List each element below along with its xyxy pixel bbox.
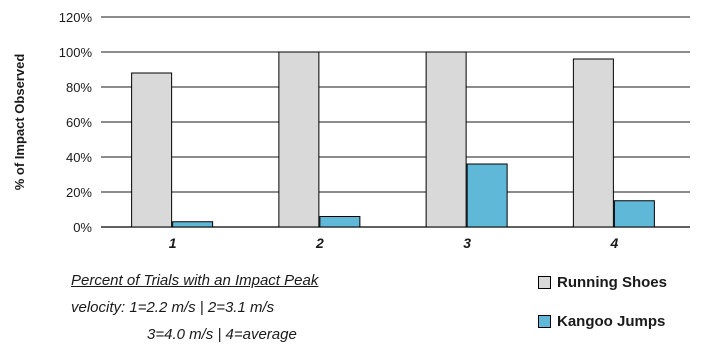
bar-kangoo-jumps bbox=[613, 200, 655, 228]
y-tick-label: 40% bbox=[66, 150, 92, 165]
x-category-label: 4 bbox=[609, 235, 618, 251]
bar-chart: 0% 20% 40% 60% 80% 100% 120% 1 2 3 4 % of Impact … bbox=[12, 10, 690, 251]
legend-swatch-running-shoes bbox=[538, 276, 551, 289]
x-category-label: 2 bbox=[315, 235, 324, 251]
y-tick-label: 100% bbox=[59, 45, 93, 60]
bar-running-shoes bbox=[425, 51, 467, 228]
footnote-velocity-line-2: 3=4.0 m/s | 4=average bbox=[147, 326, 297, 343]
y-tick-label: 20% bbox=[66, 185, 92, 200]
y-tick-label: 60% bbox=[66, 115, 92, 130]
bar-kangoo-jumps bbox=[319, 216, 361, 228]
x-axis-categories: 1 2 3 4 bbox=[169, 235, 619, 251]
x-category-label: 1 bbox=[169, 235, 177, 251]
y-tick-label: 80% bbox=[66, 80, 92, 95]
footnote-title: Percent of Trials with an Impact Peak bbox=[71, 272, 319, 289]
y-axis-label: % of Impact Observed bbox=[12, 54, 27, 191]
bar-kangoo-jumps bbox=[172, 221, 214, 228]
bar-running-shoes bbox=[278, 51, 320, 228]
legend-item-running-shoes: Running Shoes bbox=[538, 274, 667, 291]
bar-running-shoes bbox=[572, 58, 614, 228]
y-axis-ticks: 0% 20% 40% 60% 80% 100% 120% bbox=[59, 10, 93, 235]
y-tick-label: 0% bbox=[73, 220, 92, 235]
legend-swatch-kangoo-jumps bbox=[538, 315, 551, 328]
legend-label-kangoo-jumps: Kangoo Jumps bbox=[557, 313, 666, 330]
bar-kangoo-jumps bbox=[466, 163, 508, 228]
y-tick-label: 120% bbox=[59, 10, 93, 25]
legend-item-kangoo-jumps: Kangoo Jumps bbox=[538, 313, 665, 330]
bars bbox=[131, 51, 655, 228]
bar-running-shoes bbox=[131, 72, 173, 228]
footnote-velocity-line-1: velocity: 1=2.2 m/s | 2=3.1 m/s bbox=[71, 299, 275, 316]
legend-label-running-shoes: Running Shoes bbox=[557, 274, 667, 291]
gridlines bbox=[101, 16, 690, 228]
x-category-label: 3 bbox=[463, 235, 471, 251]
